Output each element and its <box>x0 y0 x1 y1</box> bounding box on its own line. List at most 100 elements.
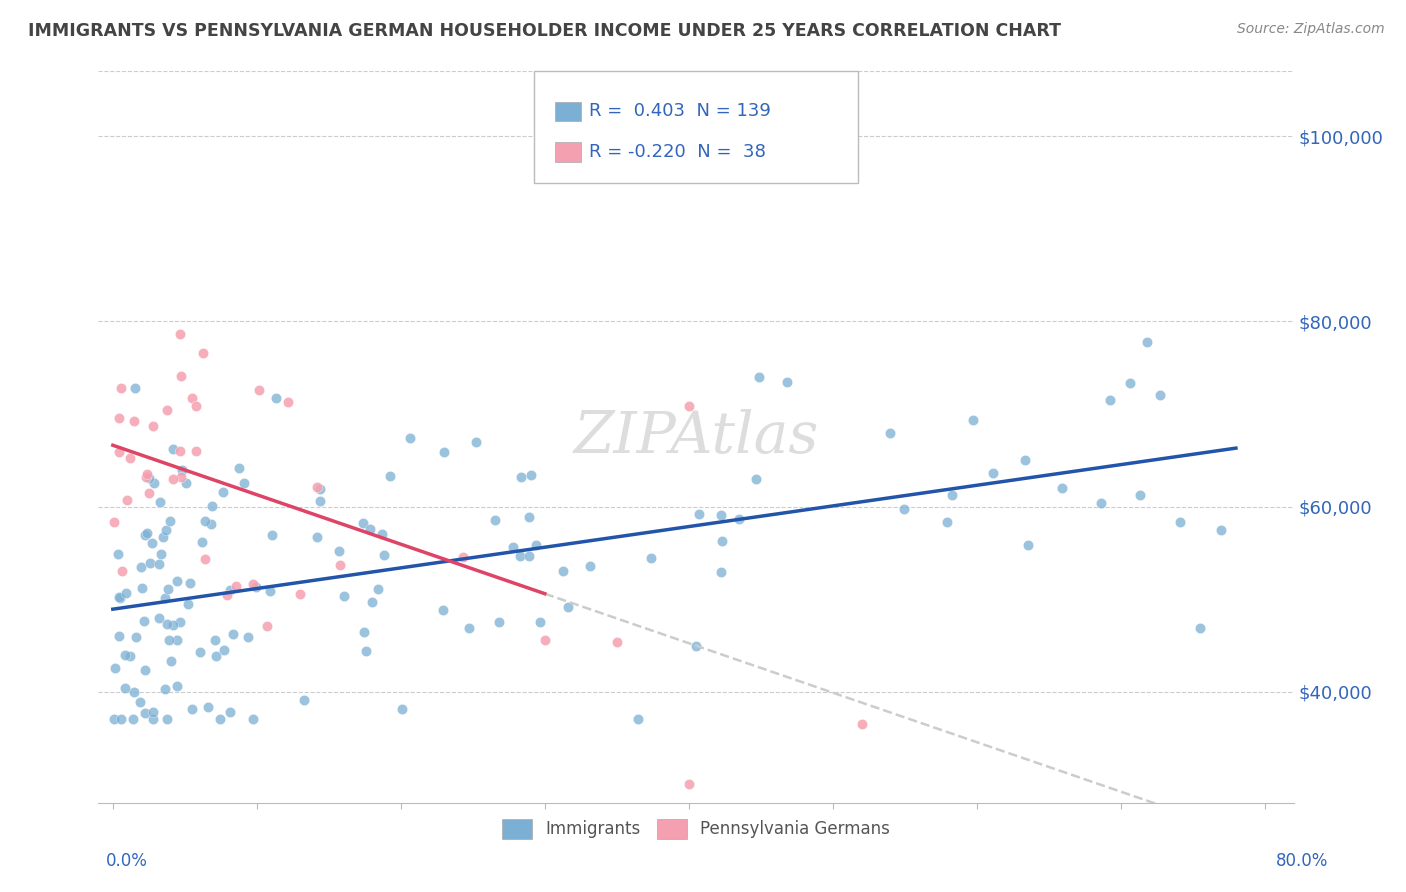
Point <box>533 632 555 647</box>
Point <box>627 713 650 727</box>
Point <box>256 619 278 633</box>
Point <box>353 516 375 530</box>
Point <box>139 557 162 571</box>
Point <box>169 444 191 458</box>
Text: Source: ZipAtlas.com: Source: ZipAtlas.com <box>1237 22 1385 37</box>
Point <box>502 540 524 554</box>
Text: R = -0.220  N =  38: R = -0.220 N = 38 <box>589 143 766 161</box>
Text: R =  0.403  N = 139: R = 0.403 N = 139 <box>589 103 770 120</box>
Point <box>465 434 488 449</box>
Point <box>122 685 145 699</box>
Point <box>1168 515 1191 529</box>
Point <box>264 391 287 405</box>
Point <box>141 536 163 550</box>
Point <box>380 468 402 483</box>
Point <box>184 399 207 413</box>
Point <box>685 639 707 653</box>
Point <box>157 632 180 647</box>
Point <box>247 383 270 397</box>
Point <box>551 564 574 578</box>
Point <box>114 648 136 662</box>
Point <box>517 510 540 524</box>
Point <box>166 633 188 648</box>
Point <box>194 552 217 566</box>
Point <box>260 528 283 542</box>
Point <box>328 543 350 558</box>
Point <box>115 492 138 507</box>
Point <box>181 391 204 405</box>
Point <box>1050 481 1073 495</box>
Point <box>879 425 901 440</box>
Text: IMMIGRANTS VS PENNSYLVANIA GERMAN HOUSEHOLDER INCOME UNDER 25 YEARS CORRELATION : IMMIGRANTS VS PENNSYLVANIA GERMAN HOUSEH… <box>28 22 1062 40</box>
Point <box>136 467 159 481</box>
Text: 80.0%: 80.0% <box>1277 852 1329 870</box>
Point <box>217 588 239 602</box>
Point <box>710 508 733 522</box>
Point <box>242 577 264 591</box>
Point <box>107 629 129 643</box>
Point <box>174 476 197 491</box>
Point <box>329 558 352 573</box>
Point <box>208 713 231 727</box>
Point <box>204 649 226 664</box>
Point <box>941 488 963 502</box>
Point <box>134 663 156 677</box>
Point <box>204 632 226 647</box>
Point <box>557 599 579 614</box>
Point <box>170 463 193 477</box>
Point <box>744 472 766 486</box>
Point <box>212 643 235 657</box>
Point <box>156 713 179 727</box>
Point <box>218 583 240 598</box>
Point <box>191 345 214 359</box>
Point <box>359 522 381 536</box>
Point <box>153 591 176 605</box>
Point <box>149 547 172 561</box>
Point <box>232 475 254 490</box>
Point <box>142 713 165 727</box>
Point <box>245 580 267 594</box>
Point <box>149 495 172 509</box>
Text: ZIPAtlas: ZIPAtlas <box>574 409 818 466</box>
Point <box>129 559 152 574</box>
Point <box>132 614 155 628</box>
Point <box>688 507 710 521</box>
Point <box>367 582 389 596</box>
Point <box>962 413 984 427</box>
Point <box>155 523 177 537</box>
Point <box>851 717 873 731</box>
Point <box>142 419 165 434</box>
Point <box>114 681 136 696</box>
Point <box>728 512 751 526</box>
Point <box>1018 538 1040 552</box>
Point <box>1014 452 1036 467</box>
Point <box>181 702 204 716</box>
Point <box>510 469 533 483</box>
Point <box>893 502 915 516</box>
Point <box>162 618 184 632</box>
Point <box>110 381 132 395</box>
Point <box>373 548 395 562</box>
Point <box>259 584 281 599</box>
Point <box>184 443 207 458</box>
Point <box>153 681 176 696</box>
Point <box>159 514 181 528</box>
Point <box>103 713 125 727</box>
Point <box>188 645 211 659</box>
Point <box>170 368 193 383</box>
Point <box>484 513 506 527</box>
Point <box>1129 488 1152 502</box>
Point <box>1118 376 1140 390</box>
Point <box>307 530 329 544</box>
Point <box>111 564 134 578</box>
Point <box>142 705 165 719</box>
Point <box>1136 334 1159 349</box>
Point <box>640 551 662 566</box>
Point <box>122 414 145 428</box>
Point <box>143 476 166 491</box>
Point <box>606 635 628 649</box>
Point <box>228 461 250 475</box>
Point <box>211 485 233 500</box>
Point <box>118 648 141 663</box>
Point <box>177 597 200 611</box>
